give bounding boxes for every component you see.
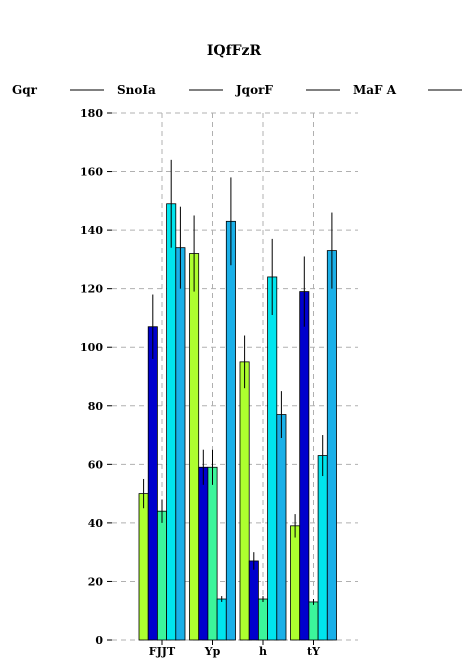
- y-tick-label: 0: [95, 634, 103, 647]
- bar: [147, 326, 158, 641]
- y-tick-label: 40: [88, 517, 104, 530]
- bar: [308, 601, 319, 641]
- y-tick-label: 100: [80, 341, 103, 354]
- y-tick-label: 120: [80, 283, 103, 296]
- y-tick-label: 160: [80, 166, 103, 179]
- bar: [267, 276, 278, 641]
- y-tick-label: 20: [88, 575, 104, 588]
- bar: [248, 560, 259, 641]
- y-tick-label: 180: [80, 107, 103, 120]
- legend-label: MaF A: [353, 83, 397, 97]
- bar: [225, 220, 236, 641]
- y-tick-label: 80: [88, 400, 104, 413]
- bar: [317, 455, 328, 641]
- legend: Gqr SnoIa JqorF MaF A: [12, 83, 462, 97]
- error-bars: [143, 159, 333, 605]
- bar: [216, 598, 227, 641]
- bar: [198, 466, 209, 641]
- bar: [239, 361, 250, 641]
- bar: [276, 414, 287, 641]
- legend-label: SnoIa: [117, 83, 156, 97]
- legend-label: Gqr: [12, 83, 38, 97]
- x-tick-label: h: [259, 645, 267, 658]
- bar: [290, 525, 301, 641]
- bar: [257, 598, 268, 641]
- x-tick-label: tY: [307, 645, 320, 658]
- y-tick-label: 140: [80, 224, 103, 237]
- bars: [138, 203, 337, 641]
- y-axis: 0 20 40 60 80 100 120 140 160 180: [80, 107, 112, 647]
- bar: [326, 250, 337, 641]
- bar: [166, 203, 177, 641]
- bar: [299, 291, 310, 641]
- bar: [175, 247, 186, 641]
- legend-label: JqorF: [235, 83, 273, 97]
- y-tick-label: 60: [88, 458, 104, 471]
- bar: [156, 510, 167, 641]
- bar: [138, 493, 149, 641]
- bar: [189, 253, 200, 641]
- chart-title: IQfFzR: [207, 43, 262, 59]
- x-axis: FJJT Yp h tY: [149, 640, 320, 658]
- x-tick-label: Yp: [204, 645, 221, 658]
- x-gridlines: [161, 113, 314, 640]
- bar: [207, 466, 218, 641]
- x-tick-label: FJJT: [149, 645, 176, 658]
